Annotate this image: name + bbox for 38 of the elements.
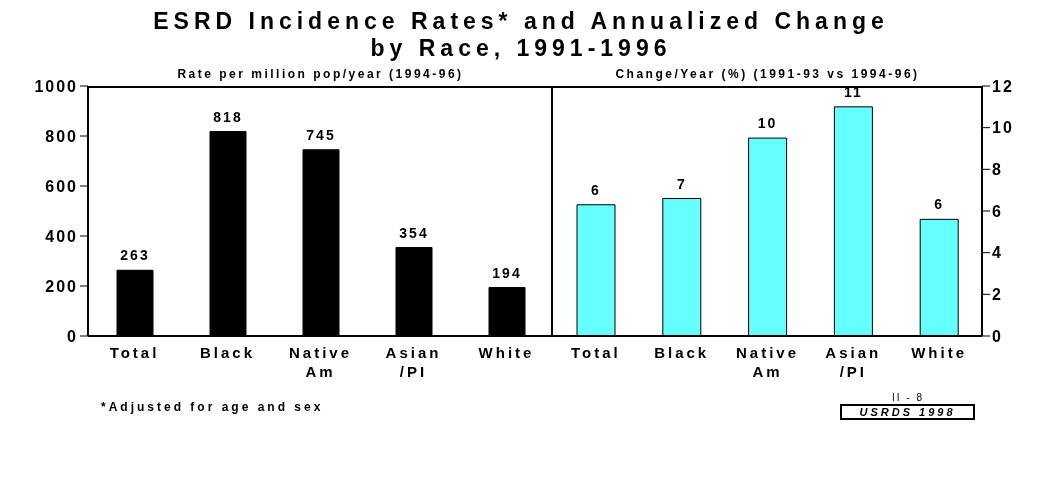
y-tick-label: 800	[45, 127, 78, 145]
y-tick-label: 0	[67, 327, 78, 345]
y-tick-label: 8	[992, 161, 1003, 179]
x-tick-label: Black	[654, 344, 710, 361]
y-tick-label: 2	[992, 286, 1003, 304]
y-tick-label: 600	[45, 177, 78, 195]
x-tick-label: Total	[571, 344, 621, 361]
y-tick-label: 200	[45, 277, 78, 295]
data-label: 263	[120, 247, 150, 264]
text: USRDS 1998	[840, 404, 975, 420]
data-label: 354	[399, 224, 429, 241]
data-label: 10	[757, 115, 778, 132]
y-tick-label: 10	[992, 119, 1014, 137]
x-tick-label: Asian /PI	[385, 344, 442, 380]
chart-subtitle: Rate per million pop/year (1994-96)	[176, 67, 465, 81]
y-tick-label: 400	[45, 227, 78, 245]
text: II - 8	[891, 392, 925, 403]
data-label: 745	[306, 126, 336, 143]
y-tick-label: 4	[992, 244, 1003, 262]
data-label: 6	[591, 181, 601, 198]
x-tick-label: Black	[199, 344, 256, 361]
chart-title: ESRD Incidence Rates* and Annualized Change by Race, 1991-1996	[152, 8, 890, 62]
y-tick-label: 6	[992, 202, 1003, 220]
y-tick-label: 12	[992, 77, 1014, 95]
x-tick-label: Asian /PI	[825, 344, 882, 380]
data-label: 7	[676, 175, 687, 192]
x-tick-label: Total	[109, 344, 160, 361]
y-tick-label: 1000	[34, 77, 78, 95]
chart-subtitle: Change/Year (%) (1991-93 vs 1994-96)	[614, 67, 921, 81]
text: *Adjusted for age and sex	[101, 400, 324, 414]
x-tick-label: White	[911, 344, 968, 361]
x-tick-label: Native Am	[735, 344, 800, 380]
data-label: 818	[213, 108, 243, 125]
data-label: 6	[934, 196, 945, 213]
y-tick-label: 0	[992, 327, 1003, 345]
data-label: 194	[492, 264, 522, 281]
x-tick-label: Native Am	[288, 344, 353, 380]
x-tick-label: White	[478, 344, 535, 361]
